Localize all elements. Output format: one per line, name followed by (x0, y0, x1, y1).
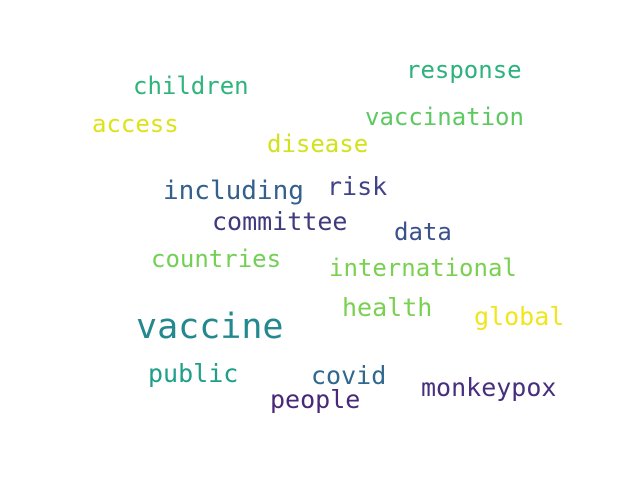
word-countries: countries (151, 245, 282, 273)
word-vaccine: vaccine (136, 307, 284, 347)
word-data: data (394, 218, 452, 246)
word-monkeypox: monkeypox (421, 373, 557, 402)
word-international: international (329, 254, 517, 282)
word-global: global (474, 302, 565, 331)
word-committee: committee (212, 207, 348, 236)
word-including: including (163, 176, 304, 206)
word-covid: covid (311, 361, 387, 390)
word-risk: risk (327, 172, 388, 201)
word-children: children (133, 72, 249, 100)
word-access: access (92, 110, 179, 138)
word-response: response (406, 56, 522, 84)
word-health: health (342, 293, 433, 322)
word-vaccination: vaccination (365, 103, 524, 131)
word-disease: disease (267, 130, 369, 158)
word-public: public (148, 359, 239, 388)
word-people: people (270, 385, 361, 414)
